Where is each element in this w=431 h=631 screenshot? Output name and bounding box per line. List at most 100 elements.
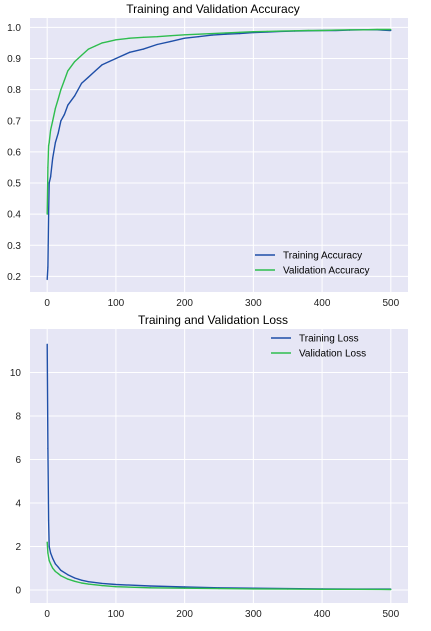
data-point	[390, 28, 392, 31]
data-point	[94, 45, 96, 47]
data-point	[184, 587, 186, 589]
data-point	[170, 40, 172, 42]
y-tick-label: 0.8	[7, 85, 21, 96]
data-point	[348, 29, 351, 31]
data-point	[50, 176, 52, 178]
y-tick-label: 2	[15, 542, 21, 553]
data-point	[46, 541, 48, 543]
x-tick-label: 100	[108, 609, 125, 620]
data-point	[225, 33, 227, 35]
data-point	[294, 30, 296, 32]
data-point	[115, 583, 117, 586]
data-point	[50, 129, 52, 131]
data-point	[101, 582, 103, 585]
plot-area	[30, 18, 408, 292]
data-point	[74, 580, 76, 582]
data-point	[170, 35, 172, 37]
data-point	[149, 585, 151, 587]
data-point	[60, 569, 62, 571]
data-point	[54, 141, 57, 144]
data-point	[252, 588, 254, 590]
data-point	[239, 32, 241, 35]
data-point	[74, 577, 76, 579]
data-point	[184, 34, 186, 36]
y-tick-label: 8	[15, 411, 21, 422]
data-point	[197, 33, 199, 35]
y-tick-label: 10	[10, 368, 22, 379]
data-point	[47, 519, 50, 521]
data-point	[47, 448, 49, 450]
data-point	[87, 583, 90, 585]
data-point	[101, 64, 103, 66]
y-tick-label: 0.6	[7, 147, 21, 158]
data-point	[46, 343, 48, 345]
x-tick-label: 100	[108, 298, 125, 309]
data-point	[52, 557, 54, 560]
legend-label: Training Accuracy	[283, 251, 362, 262]
data-point	[48, 141, 50, 144]
data-point	[218, 588, 220, 590]
data-point	[50, 552, 52, 554]
data-point	[52, 157, 54, 159]
data-point	[115, 39, 117, 41]
data-point	[87, 48, 90, 50]
legend-label: Training Loss	[299, 334, 359, 345]
legend: Training Accuracy Validation Accuracy	[255, 251, 370, 277]
x-tick-label: 400	[314, 609, 331, 620]
plot-area	[30, 329, 408, 603]
data-point	[57, 573, 59, 575]
x-tick-label: 500	[382, 298, 399, 309]
x-tick-label: 300	[245, 298, 262, 309]
data-point	[80, 582, 83, 584]
data-point	[115, 586, 117, 588]
data-point	[60, 89, 62, 91]
data-point	[321, 29, 323, 32]
data-point	[74, 95, 76, 97]
chart-title: Training and Validation Loss	[138, 313, 288, 327]
data-point	[67, 574, 69, 576]
chart-title: Training and Validation Accuracy	[126, 2, 299, 16]
y-tick-label: 1.0	[7, 23, 21, 34]
legend-label: Validation Accuracy	[283, 266, 370, 277]
data-point	[266, 30, 268, 32]
data-point	[156, 43, 158, 46]
x-tick-label: 400	[314, 298, 331, 309]
data-point	[57, 132, 59, 134]
data-point	[211, 32, 213, 35]
data-point	[54, 563, 57, 565]
data-point	[48, 545, 50, 548]
data-point	[108, 40, 110, 42]
data-point	[46, 278, 48, 281]
x-tick-label: 300	[245, 609, 262, 620]
x-tick-label: 0	[44, 609, 50, 620]
data-point	[149, 587, 151, 589]
data-point	[47, 166, 49, 169]
data-point	[239, 31, 241, 33]
y-tick-label: 0	[15, 585, 21, 596]
data-point	[321, 588, 323, 590]
data-point	[307, 29, 309, 32]
data-point	[225, 32, 227, 34]
data-point	[47, 266, 49, 268]
data-point	[287, 588, 289, 590]
data-point	[47, 556, 50, 558]
data-point	[67, 578, 69, 580]
chart-loss: 0 100 200 300 400 500 0 2 4 6 8 10 Training and Vali…	[10, 313, 408, 620]
x-tick-label: 500	[382, 609, 399, 620]
y-tick-label: 0.2	[7, 272, 21, 283]
data-point	[63, 79, 65, 81]
data-point	[60, 120, 62, 122]
data-point	[87, 76, 90, 78]
y-tick-label: 0.4	[7, 210, 21, 221]
y-tick-label: 0.9	[7, 54, 21, 65]
data-point	[52, 567, 54, 569]
chart-accuracy: 0 100 200 300 400 500 0.2 0.3 0.4 0.5 0.6 0.7 0.8 0.9…	[7, 2, 408, 309]
data-point	[280, 30, 282, 32]
data-point	[67, 104, 69, 106]
data-point	[60, 575, 62, 577]
y-tick-label: 0.3	[7, 241, 21, 252]
data-point	[129, 37, 131, 39]
legend: Training Loss Validation Loss	[271, 334, 366, 360]
data-point	[47, 213, 50, 215]
